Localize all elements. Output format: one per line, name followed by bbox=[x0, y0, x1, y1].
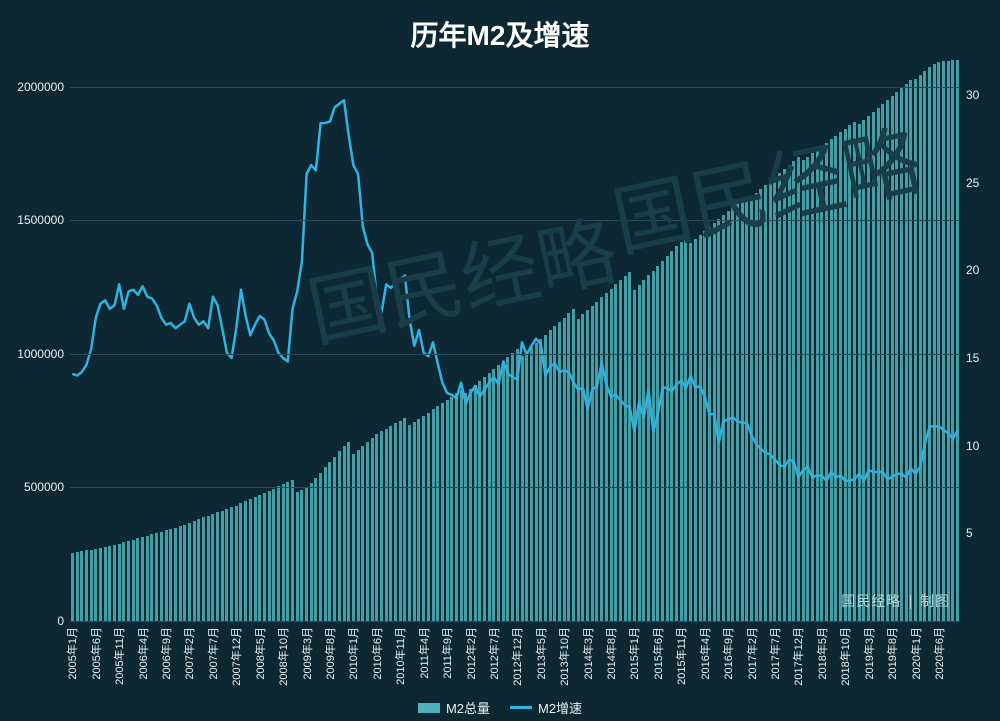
y-right-tick: 25 bbox=[966, 176, 979, 190]
x-tick: 2011年4月 bbox=[416, 627, 432, 679]
x-tick: 2006年9月 bbox=[158, 627, 174, 680]
line-path bbox=[72, 100, 957, 481]
x-tick: 2014年8月 bbox=[603, 627, 619, 680]
chart-container: 历年M2及增速 05000001000000150000020000005101… bbox=[0, 0, 1000, 721]
x-tick: 2017年7月 bbox=[767, 627, 783, 680]
x-tick: 2012年12月 bbox=[509, 627, 525, 686]
x-tick: 2006年4月 bbox=[135, 627, 151, 680]
x-tick: 2020年1月 bbox=[908, 627, 924, 680]
x-tick: 2009年8月 bbox=[322, 627, 338, 680]
x-tick: 2015年11月 bbox=[673, 627, 689, 685]
x-tick: 2015年1月 bbox=[626, 627, 642, 680]
x-tick: 2015年6月 bbox=[650, 627, 666, 680]
x-tick: 2012年7月 bbox=[486, 627, 502, 680]
y-left-tick: 2000000 bbox=[17, 80, 64, 94]
x-tick: 2019年3月 bbox=[861, 627, 877, 680]
x-tick: 2016年9月 bbox=[720, 627, 736, 680]
x-tick: 2008年10月 bbox=[275, 627, 291, 686]
legend-bars-label: M2总量 bbox=[446, 698, 490, 717]
x-tick: 2008年5月 bbox=[252, 627, 268, 680]
grid-line bbox=[70, 220, 960, 221]
x-tick: 2020年6月 bbox=[931, 627, 947, 680]
line-series bbox=[70, 60, 960, 621]
y-left-tick: 1000000 bbox=[17, 347, 64, 361]
y-right-tick: 30 bbox=[966, 88, 979, 102]
credit-left: 国民经略 bbox=[841, 593, 901, 609]
x-tick: 2010年1月 bbox=[345, 627, 361, 680]
y-right-tick: 15 bbox=[966, 351, 979, 365]
credit-divider-icon bbox=[910, 595, 911, 609]
y-right-tick: 5 bbox=[966, 526, 973, 540]
plot-area: 050000010000001500000200000051015202530 bbox=[70, 60, 960, 621]
chart-title: 历年M2及增速 bbox=[0, 14, 1000, 54]
x-tick: 2010年6月 bbox=[369, 627, 385, 680]
bar-swatch-icon bbox=[418, 703, 440, 713]
x-tick: 2017年12月 bbox=[790, 627, 806, 686]
x-tick: 2011年9月 bbox=[439, 627, 455, 679]
x-tick: 2017年2月 bbox=[744, 627, 760, 680]
x-tick: 2018年10月 bbox=[837, 627, 853, 686]
y-right-tick: 20 bbox=[966, 263, 979, 277]
x-tick: 2019年8月 bbox=[884, 627, 900, 680]
legend: M2总量 M2增速 bbox=[0, 698, 1000, 717]
x-tick: 2012年2月 bbox=[463, 627, 479, 680]
x-tick: 2010年11月 bbox=[392, 627, 408, 685]
x-tick: 2007年2月 bbox=[181, 627, 197, 680]
x-tick: 2018年5月 bbox=[814, 627, 830, 680]
y-left-tick: 500000 bbox=[24, 480, 64, 494]
y-right-tick: 10 bbox=[966, 439, 979, 453]
grid-line bbox=[70, 487, 960, 488]
x-tick: 2014年3月 bbox=[580, 627, 596, 680]
legend-item-bars: M2总量 bbox=[418, 698, 490, 717]
line-swatch-icon bbox=[510, 706, 532, 709]
legend-line-label: M2增速 bbox=[538, 698, 582, 717]
grid-line bbox=[70, 354, 960, 355]
x-tick: 2007年12月 bbox=[228, 627, 244, 686]
credit-text: 国民经略 制图 bbox=[841, 591, 950, 611]
grid-line bbox=[70, 87, 960, 88]
x-tick: 2005年11月 bbox=[111, 627, 127, 685]
y-left-tick: 1500000 bbox=[17, 213, 64, 227]
x-tick: 2005年1月 bbox=[64, 627, 80, 680]
x-tick: 2013年5月 bbox=[533, 627, 549, 680]
x-tick: 2005年6月 bbox=[88, 627, 104, 680]
y-left-tick: 0 bbox=[57, 614, 64, 628]
x-tick: 2016年4月 bbox=[697, 627, 713, 680]
x-tick: 2013年10月 bbox=[556, 627, 572, 686]
legend-item-line: M2增速 bbox=[510, 698, 582, 717]
x-tick: 2007年7月 bbox=[205, 627, 221, 680]
x-tick: 2009年3月 bbox=[299, 627, 315, 680]
credit-right: 制图 bbox=[920, 593, 950, 609]
